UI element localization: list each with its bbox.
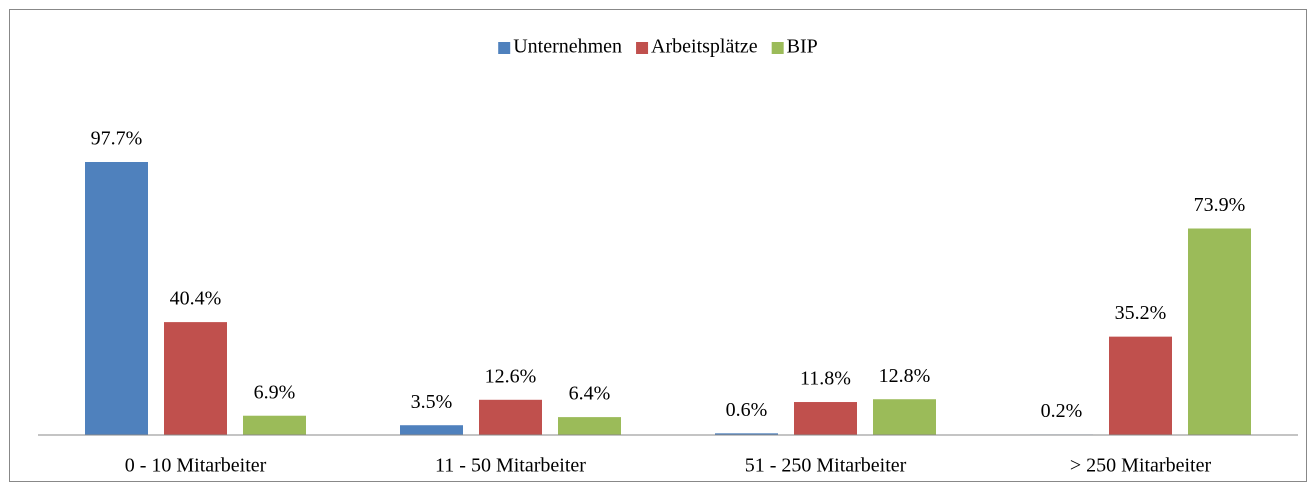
bar bbox=[479, 399, 542, 435]
data-label: 12.6% bbox=[485, 365, 537, 387]
data-label: 0.2% bbox=[1041, 400, 1083, 422]
legend-swatch bbox=[636, 42, 649, 54]
legend-label: Arbeitsplätze bbox=[651, 36, 758, 58]
data-label: 6.4% bbox=[569, 383, 611, 405]
bar bbox=[400, 425, 463, 435]
bar bbox=[873, 399, 936, 435]
bar bbox=[1188, 228, 1251, 435]
bar bbox=[794, 402, 857, 435]
bar bbox=[85, 162, 148, 435]
bar bbox=[715, 433, 778, 435]
data-label: 6.9% bbox=[254, 381, 296, 403]
x-tick-label: 51 - 250 Mitarbeiter bbox=[745, 455, 907, 477]
data-label: 12.8% bbox=[879, 365, 931, 387]
legend-label: BIP bbox=[787, 36, 818, 58]
data-label: 73.9% bbox=[1194, 194, 1246, 216]
x-tick-label: > 250 Mitarbeiter bbox=[1070, 455, 1212, 477]
data-label: 11.8% bbox=[800, 368, 851, 390]
data-label: 97.7% bbox=[91, 128, 143, 150]
legend-swatch bbox=[771, 42, 784, 54]
bar bbox=[1109, 336, 1172, 435]
bar bbox=[558, 417, 621, 435]
bar bbox=[243, 415, 306, 435]
data-label: 40.4% bbox=[170, 288, 222, 310]
bar bbox=[164, 322, 227, 435]
legend-swatch bbox=[498, 42, 511, 54]
data-label: 0.6% bbox=[726, 399, 768, 421]
x-tick-label: 0 - 10 Mitarbeiter bbox=[125, 455, 267, 477]
data-label: 35.2% bbox=[1115, 302, 1167, 324]
x-tick-label: 11 - 50 Mitarbeiter bbox=[435, 455, 586, 477]
data-label: 3.5% bbox=[411, 391, 453, 413]
legend-label: Unternehmen bbox=[513, 36, 622, 58]
